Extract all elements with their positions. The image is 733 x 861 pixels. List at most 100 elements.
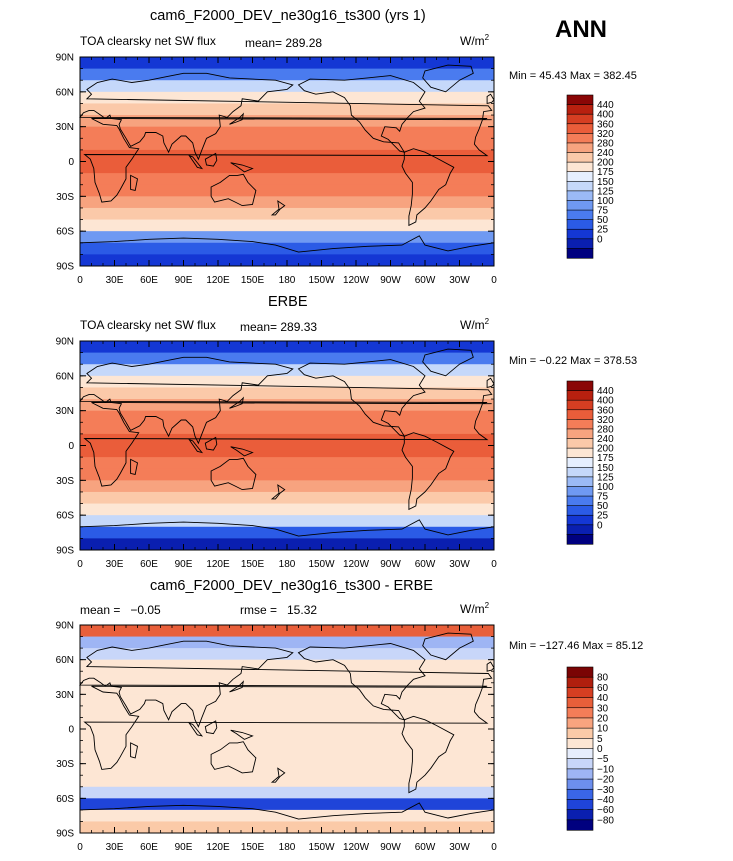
lat-tick-label: 90N: [56, 621, 74, 632]
lat-tick-label: 90N: [56, 53, 74, 64]
colorbar-box: [566, 788, 594, 801]
continent-south-america: [401, 148, 455, 227]
colorbar-box: [566, 717, 594, 729]
continent-britain: [486, 93, 495, 104]
colorbar-label: 440: [597, 386, 614, 397]
lat-tick-label: 30N: [56, 406, 74, 417]
lat-band--65: [80, 798, 494, 811]
colorbar-label: 125: [597, 472, 614, 483]
lon-tick-label: 150E: [241, 842, 265, 853]
colorbar-box: [566, 819, 594, 831]
continent-madagascar: [130, 458, 139, 476]
colorbar-box: [566, 171, 594, 182]
lon-tick-label: 0: [77, 559, 83, 570]
lon-tick-label: 180: [279, 842, 296, 853]
colorbar-label: 0: [597, 234, 603, 245]
colorbar-label: 0: [597, 520, 603, 531]
colorbar-label: 25: [597, 511, 609, 522]
continent-australia: [210, 457, 257, 491]
lat-band--55: [80, 786, 494, 799]
lon-tick-label: 90W: [380, 559, 401, 570]
continent-sumatra: [188, 154, 204, 170]
lon-tick-label: 60E: [140, 842, 158, 853]
colorbar-label: 50: [597, 501, 609, 512]
colorbar-label: −80: [597, 815, 614, 826]
lat-tick-label: 90S: [56, 262, 74, 273]
lat-band--5: [80, 161, 494, 174]
panel-1-title: cam6_F2000_DEV_ne30g16_ts300 (yrs 1): [150, 8, 426, 24]
lon-tick-label: 30W: [449, 842, 470, 853]
colorbar-box: [566, 133, 594, 144]
colorbar-label: 320: [597, 129, 614, 140]
panel-3-minmax: Min = −127.46 Max = 85.12: [509, 640, 644, 652]
continent-new-guinea: [230, 162, 254, 173]
lon-tick-label: 150W: [308, 559, 335, 570]
lat-band-25: [80, 126, 494, 139]
lon-tick-label: 90E: [175, 275, 193, 286]
colorbar-box: [566, 748, 594, 760]
colorbar-box: [566, 219, 594, 230]
lon-tick-label: 90E: [175, 559, 193, 570]
continent-africa: [83, 118, 492, 203]
colorbar-box: [566, 94, 594, 106]
continent-new-zealand: [270, 484, 286, 500]
colorbar-label: −40: [597, 795, 614, 806]
colorbar-label: 200: [597, 158, 614, 169]
colorbar-box: [566, 409, 594, 420]
colorbar-box: [566, 161, 594, 173]
colorbar-label: 280: [597, 424, 614, 435]
lat-tick-label: 60S: [56, 794, 74, 805]
colorbar-box: [566, 666, 594, 678]
lon-tick-label: 120W: [343, 559, 370, 570]
colorbar-label: 360: [597, 405, 614, 416]
lon-tick-label: 60W: [415, 559, 436, 570]
lon-tick-label: 90W: [380, 842, 401, 853]
colorbar-box: [566, 524, 594, 536]
colorbar-label: 175: [597, 453, 614, 464]
lon-tick-label: 30W: [449, 275, 470, 286]
lon-tick-label: 30E: [106, 275, 124, 286]
panel-2-units: W/m2: [460, 317, 489, 332]
continent-south-america: [401, 432, 455, 511]
colorbar-label: 240: [597, 434, 614, 445]
colorbar-box: [566, 534, 594, 545]
lat-band--35: [80, 480, 494, 493]
colorbar-box: [566, 238, 594, 250]
lon-tick-label: 0: [77, 275, 83, 286]
panel-3-units: W/m2: [460, 601, 489, 616]
colorbar-label: 150: [597, 463, 614, 474]
lat-tick-label: 30S: [56, 192, 74, 203]
colorbar-label: 80: [597, 673, 609, 684]
lat-band-45: [80, 387, 494, 400]
panel-2-units-base: W/m: [460, 318, 485, 332]
colorbar-label: 400: [597, 396, 614, 407]
colorbar-box: [566, 248, 594, 259]
panel-1-minmax: Min = 45.43 Max = 382.45: [509, 70, 637, 82]
colorbar-label: −5: [597, 754, 609, 765]
continent-greenland: [422, 64, 474, 93]
colorbar-label: 125: [597, 186, 614, 197]
colorbar-box: [566, 180, 594, 192]
colorbar-box: [566, 687, 594, 699]
panel-1-mean-label: mean= 289.28: [245, 36, 323, 50]
lat-band-5: [80, 149, 494, 162]
colorbar-label: 200: [597, 444, 614, 455]
lon-tick-label: 150E: [241, 559, 265, 570]
lat-band--15: [80, 173, 494, 186]
colorbar-label: −60: [597, 805, 614, 816]
lat-band-75: [80, 68, 494, 81]
continent-new-zealand: [270, 200, 286, 216]
colorbar-box: [566, 123, 594, 134]
lat-tick-label: 60N: [56, 371, 74, 382]
continent-new-guinea: [230, 729, 254, 740]
lat-band--5: [80, 729, 494, 742]
colorbar-box: [566, 799, 594, 811]
lat-tick-label: 90N: [56, 337, 74, 348]
panel-3-rmse-label: rmse = 15.32: [240, 603, 318, 617]
colorbar-box: [566, 447, 594, 459]
colorbar-label: 20: [597, 713, 609, 724]
colorbar-label: 360: [597, 119, 614, 130]
colorbar-box: [566, 707, 594, 719]
